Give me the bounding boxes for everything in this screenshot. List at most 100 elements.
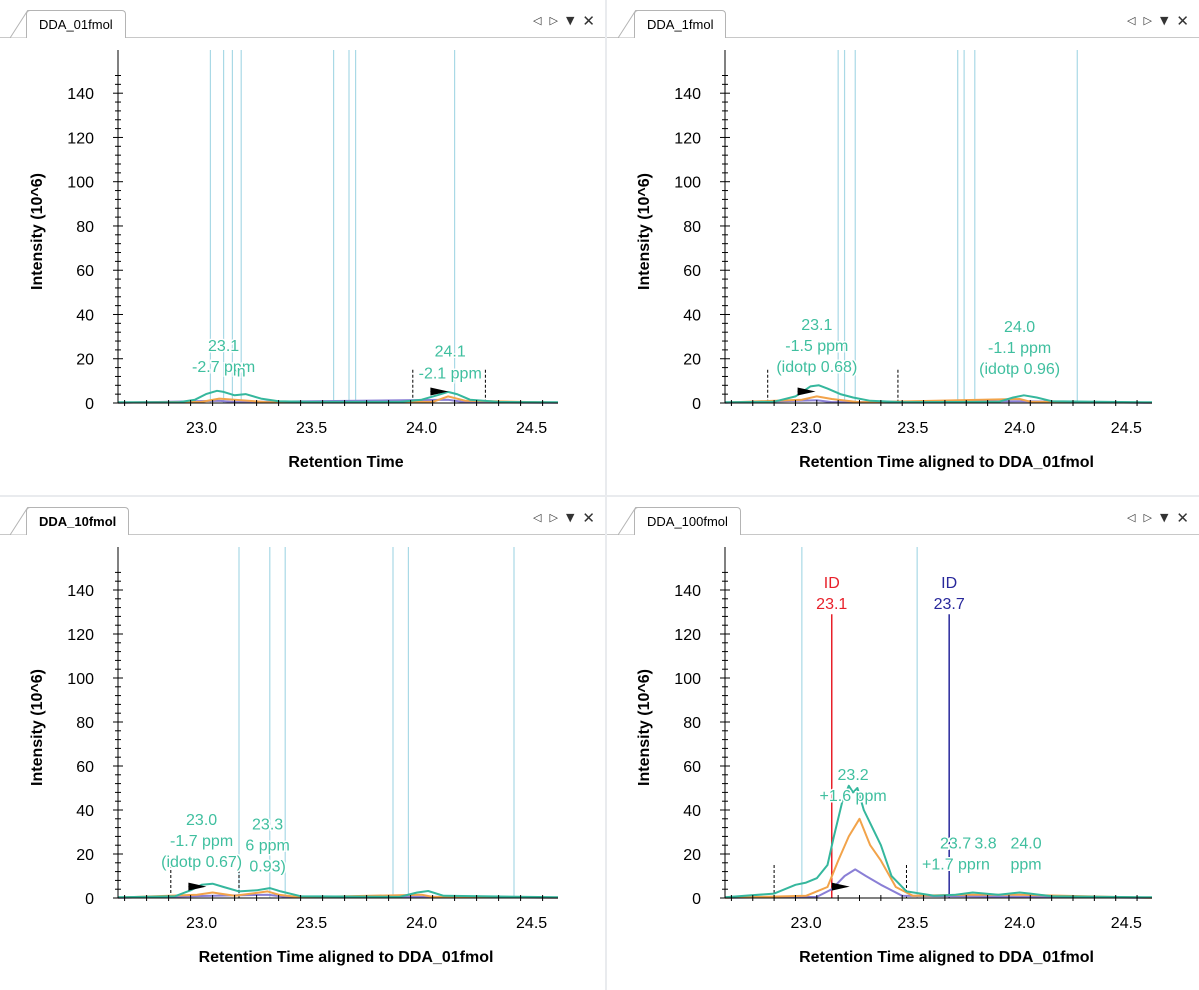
tab-slant [10,10,30,38]
x-tick-label: 23.0 [791,915,822,932]
chromatogram-trace [724,395,1153,404]
x-tick-label: 24.0 [1004,915,1035,932]
x-tick-label: 24.0 [406,420,437,437]
peak-annotation-label: 24.1 [435,344,466,361]
y-axis-label: Intensity (10^6) [29,669,46,786]
y-tick-label: 40 [683,307,701,324]
tab-dda-1fmol[interactable]: DDA_1fmol [634,10,727,38]
pane-controls: ◁ ▷ ▼ ✕ [1127,509,1189,527]
y-tick-label: 0 [85,396,94,413]
x-tick-label: 23.0 [186,420,217,437]
dropdown-menu-icon[interactable]: ▼ [565,511,575,524]
y-tick-label: 100 [67,175,94,192]
y-tick-label: 40 [76,307,94,324]
tab-dda-10fmol[interactable]: DDA_10fmol [26,507,130,535]
peak-flag-icon [797,387,816,396]
chromatogram-chart: 0 20 40 60 80 100 120 140 23.0 23.5 24.0 24.5 Retent… [29,50,559,471]
tab-slant [10,507,30,535]
peak-annotation-label: (idotp 0.96) [979,361,1060,378]
y-tick-label: 140 [674,86,701,103]
peak-annotation-label: -2.7 ppm [192,359,255,376]
tab-underline [0,534,605,535]
close-icon[interactable]: ✕ [582,12,595,30]
tab-dda-100fmol[interactable]: DDA_100fmol [634,507,741,535]
x-tick-label: 23.5 [897,915,928,932]
y-tick-label: 140 [67,86,94,103]
y-tick-label: 100 [67,671,94,688]
y-tick-label: 120 [674,627,701,644]
x-tick-label: 24.0 [406,915,437,932]
x-tick-label: 24.5 [516,420,547,437]
y-tick-label: 20 [76,352,94,369]
y-tick-label: 80 [76,219,94,236]
y-axis-label: Intensity (10^6) [636,669,653,786]
prev-tab-icon[interactable]: ◁ [533,511,542,524]
peak-annotation-label: 23.0 [186,812,217,829]
close-icon[interactable]: ✕ [1176,12,1189,30]
y-tick-label: 80 [683,715,701,732]
y-tick-label: 140 [67,583,94,600]
peak-annotation-label: 23.2 [838,767,869,784]
close-icon[interactable]: ✕ [1176,509,1189,527]
prev-tab-icon[interactable]: ◁ [533,14,542,27]
chart-pane-dda-100fmol: DDA_100fmol ◁ ▷ ▼ ✕ 0 20 40 60 80 100 120 140 23… [607,497,1199,990]
y-tick-label: 120 [67,130,94,147]
chromatogram-trace [724,817,1153,899]
prev-tab-icon[interactable]: ◁ [1127,14,1136,27]
prev-tab-icon[interactable]: ◁ [1127,511,1136,524]
y-tick-label: 100 [674,175,701,192]
y-tick-label: 120 [674,130,701,147]
y-tick-label: 0 [85,891,94,908]
tab-dda-01fmol[interactable]: DDA_01fmol [26,10,126,38]
peak-annotation-label: 23.1 [208,338,239,355]
y-tick-label: 40 [683,803,701,820]
next-tab-icon[interactable]: ▷ [549,511,558,524]
y-tick-label: 20 [683,352,701,369]
dropdown-menu-icon[interactable]: ▼ [1159,14,1169,27]
y-tick-label: 0 [692,891,701,908]
dropdown-menu-icon[interactable]: ▼ [1159,511,1169,524]
y-axis-label: Intensity (10^6) [29,173,46,290]
peak-flag-icon [831,882,850,891]
peak-annotation-label: 24.0 [1010,835,1041,852]
x-tick-label: 24.0 [1004,420,1035,437]
chromatogram-trace [724,784,1153,899]
dropdown-menu-icon[interactable]: ▼ [565,14,575,27]
y-tick-label: 40 [76,803,94,820]
peak-annotation-label: -1.1 ppm [988,340,1051,357]
tab-underline [607,534,1199,535]
y-tick-label: 100 [674,671,701,688]
y-tick-label: 60 [683,263,701,280]
x-tick-label: 23.0 [791,420,822,437]
next-tab-icon[interactable]: ▷ [1143,511,1152,524]
pane-controls: ◁ ▷ ▼ ✕ [1127,12,1189,30]
peak-annotation-label: -2.1 ppm [419,366,482,383]
next-tab-icon[interactable]: ▷ [549,14,558,27]
x-tick-label: 24.5 [516,915,547,932]
close-icon[interactable]: ✕ [582,509,595,527]
y-tick-label: 20 [683,847,701,864]
y-tick-label: 60 [683,759,701,776]
x-axis-label: Retention Time aligned to DDA_01fmol [799,454,1094,471]
x-axis-label: Retention Time aligned to DDA_01fmol [199,949,494,966]
x-tick-label: 23.5 [296,915,327,932]
next-tab-icon[interactable]: ▷ [1143,14,1152,27]
tab-slant [618,10,638,38]
tab-slant [618,507,638,535]
tab-bar: DDA_10fmol ◁ ▷ ▼ ✕ [0,497,605,535]
chromatogram-trace [724,868,1153,899]
tab-underline [0,37,605,38]
peak-annotation-label: 23.7 [940,835,971,852]
chart-pane-dda-10fmol: DDA_10fmol ◁ ▷ ▼ ✕ 0 20 40 60 80 100 120 140 23.… [0,497,605,990]
id-annotation-label: 23.1 [816,596,847,613]
peak-annotation-label: 23.3 [252,817,283,834]
y-tick-label: 80 [76,715,94,732]
chromatogram-chart: 0 20 40 60 80 100 120 140 23.0 23.5 24.0 24.5 Retent… [636,547,1153,966]
id-annotation-label: ID [941,575,957,592]
peak-annotation-label: 0.93) [249,859,285,876]
chromatogram-chart: 0 20 40 60 80 100 120 140 23.0 23.5 24.0 24.5 Retent… [29,547,559,966]
x-tick-label: 24.5 [1111,420,1142,437]
chromatogram-trace [117,890,559,899]
id-annotation-label: ID [824,575,840,592]
y-tick-label: 80 [683,219,701,236]
